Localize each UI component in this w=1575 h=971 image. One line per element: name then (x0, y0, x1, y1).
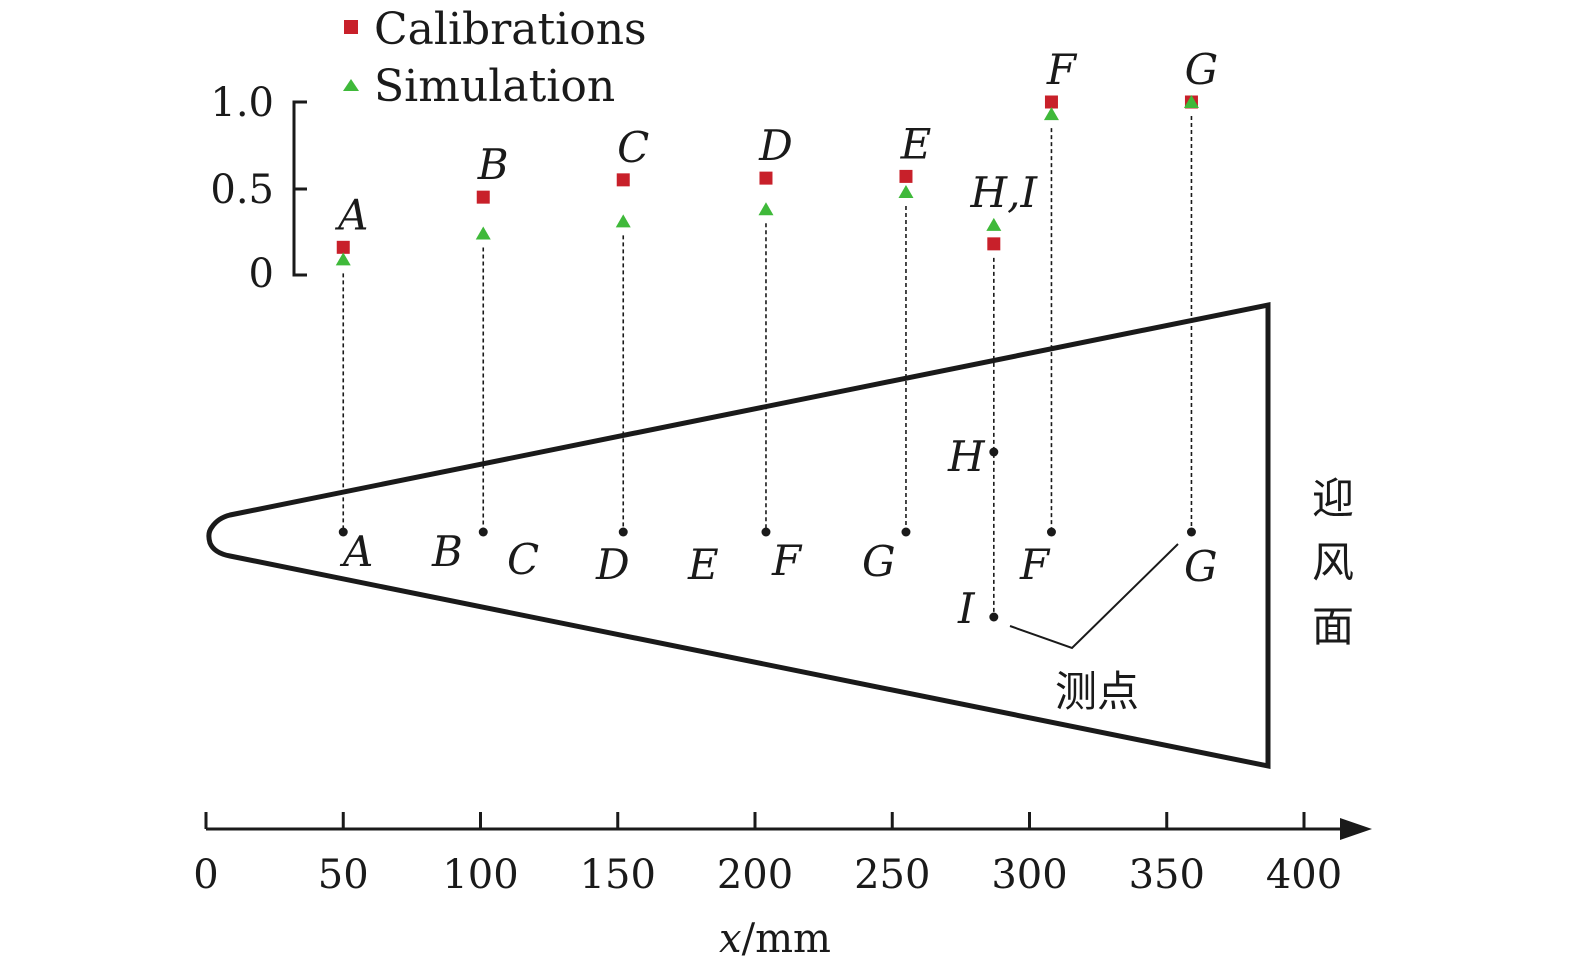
legend-calibration-marker (344, 20, 358, 34)
point-label: A (334, 190, 368, 239)
windward-label: 迎 风 面 (1312, 474, 1354, 651)
measure-point-dot (338, 527, 348, 537)
point-label: C (617, 123, 649, 172)
x-axis: 0 50 100 150 200 250 300 350 400 x/mm (193, 812, 1372, 962)
measure-point-dot (478, 527, 488, 537)
calibration-marker (1044, 95, 1058, 109)
profile-label-b: B (431, 527, 463, 576)
simulation-marker (615, 214, 631, 228)
x-tick-label: 50 (318, 852, 369, 898)
profile-label-f2: F (1019, 540, 1051, 589)
point-label: D (758, 121, 793, 170)
legend-simulation-marker (343, 79, 359, 91)
point-label: B (477, 140, 509, 189)
profile-label-i: I (957, 584, 976, 633)
y-axis: 1.0 0.5 0 (210, 80, 307, 297)
calibration-marker (987, 237, 1001, 251)
profile-label-d: D (595, 540, 630, 589)
x-axis-arrow-icon (1340, 818, 1372, 840)
x-tick-label: 150 (580, 852, 656, 898)
calibration-marker (616, 173, 630, 187)
x-ticks: 0 50 100 150 200 250 300 350 400 (193, 812, 1342, 898)
x-axis-label: x/mm (719, 916, 831, 962)
legend-simulation-label: Simulation (374, 61, 615, 112)
measure-point-dot (761, 527, 771, 537)
point-label: F (1046, 45, 1078, 94)
x-tick-label: 0 (193, 852, 218, 898)
calibration-marker (336, 240, 350, 254)
measure-point-dot (1046, 527, 1056, 537)
simulation-marker (475, 226, 491, 240)
x-tick-label: 300 (991, 852, 1067, 898)
measure-point-dot (618, 527, 628, 537)
cone-profile (206, 301, 1271, 770)
legend: Calibrations Simulation (343, 4, 647, 112)
profile-labels: A B C D E F G H I F G (339, 432, 1218, 633)
windward-char: 面 (1312, 602, 1354, 651)
x-tick-label: 100 (442, 852, 518, 898)
profile-label-a: A (339, 527, 373, 576)
point-label: G (1185, 45, 1219, 94)
simulation-marker (898, 184, 914, 198)
measure-point-dot (989, 447, 999, 457)
measure-point-dot (901, 527, 911, 537)
profile-label-e: E (687, 540, 719, 589)
x-tick-label: 200 (717, 852, 793, 898)
x-axis-label-var: x (719, 916, 742, 962)
simulation-marker (1183, 95, 1199, 108)
x-axis-label-unit: /mm (742, 916, 831, 962)
x-tick-label: 350 (1129, 852, 1205, 898)
simulation-marker (335, 252, 351, 266)
measure-points-label: 测点 (1055, 667, 1139, 716)
data-markers (335, 95, 1199, 266)
profile-label-g: G (862, 537, 896, 586)
profile-label-f: F (771, 536, 803, 585)
profile-label-c: C (507, 535, 539, 584)
point-label: H,I (970, 168, 1039, 217)
windward-char: 迎 (1312, 474, 1354, 523)
leader-lines (338, 116, 1196, 622)
calibration-marker (476, 190, 490, 204)
x-tick-label: 400 (1266, 852, 1342, 898)
y-tick-label: 0 (249, 251, 274, 297)
simulation-marker (758, 202, 774, 216)
calibration-marker (899, 169, 913, 183)
profile-label-h: H (947, 432, 986, 481)
point-label: E (900, 119, 932, 168)
simulation-marker (986, 217, 1002, 231)
simulation-marker (1043, 107, 1059, 121)
annotation-leader (1009, 543, 1179, 650)
legend-calibration-label: Calibrations (374, 4, 647, 55)
windward-char: 风 (1312, 538, 1354, 587)
measure-points-annotation: 测点 (1009, 543, 1179, 716)
point-labels-top: A B C D E H,I F G (334, 45, 1218, 239)
y-tick-label: 0.5 (210, 167, 274, 213)
y-tick-label: 1.0 (210, 80, 274, 126)
cone-outline (206, 301, 1271, 770)
measure-point-dot (989, 612, 999, 622)
measure-point-dot (1186, 527, 1196, 537)
x-tick-label: 250 (854, 852, 930, 898)
calibration-marker (759, 171, 773, 185)
profile-label-g2: G (1184, 542, 1218, 591)
